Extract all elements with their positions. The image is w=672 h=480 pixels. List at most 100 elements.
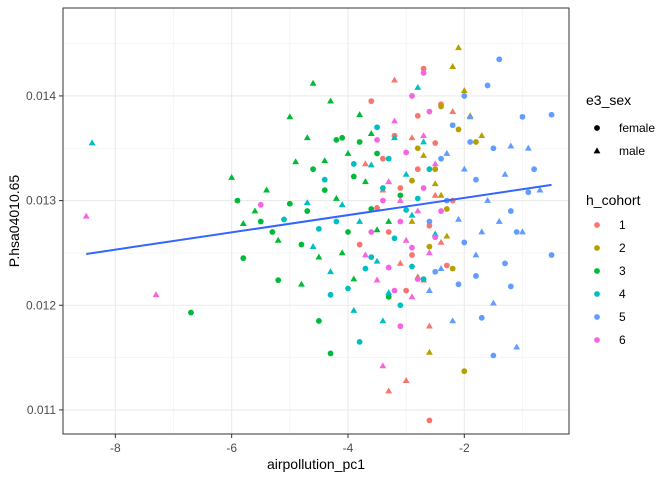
legend-label-female: female (619, 121, 655, 135)
data-point (374, 124, 380, 131)
data-point (414, 112, 421, 119)
legend-label-male: male (619, 144, 645, 158)
data-point (228, 173, 236, 180)
data-point (234, 197, 241, 204)
data-point (455, 44, 462, 51)
data-point (425, 249, 433, 256)
y-axis-title: P.hsa04010.65 (6, 175, 22, 268)
legend-key-cohort-6 (594, 337, 600, 343)
data-point (373, 226, 381, 233)
data-point (432, 234, 439, 241)
data-point (425, 287, 433, 293)
data-point (303, 134, 311, 141)
data-point (426, 218, 433, 225)
data-point (524, 144, 532, 151)
data-point (490, 352, 497, 359)
data-point (298, 241, 305, 248)
data-point (449, 108, 457, 114)
data-point (409, 244, 415, 251)
data-point (316, 225, 322, 232)
x-tick-label: -4 (343, 441, 354, 455)
data-point (397, 192, 404, 199)
data-point (373, 276, 381, 283)
data-point (507, 142, 515, 149)
data-point (443, 262, 450, 269)
legend-label-cohort-2: 2 (619, 241, 626, 255)
data-point (420, 151, 428, 158)
data-point (513, 343, 521, 350)
data-point (257, 218, 264, 225)
data-point (397, 185, 404, 191)
data-point (473, 139, 479, 145)
data-point (460, 87, 468, 94)
data-point (82, 212, 90, 219)
data-point (461, 368, 468, 375)
data-point (478, 132, 486, 139)
data-point (385, 293, 392, 300)
x-axis-title: airpollution_pc1 (267, 456, 365, 472)
data-point (269, 229, 276, 235)
data-point (188, 309, 194, 316)
data-point (362, 265, 369, 272)
data-point (455, 281, 462, 288)
color-legend: h_cohort 1 2 3 4 5 6 (586, 192, 641, 347)
data-point (548, 111, 555, 118)
data-point (356, 111, 364, 118)
data-point (414, 83, 422, 90)
data-point (443, 232, 451, 239)
data-point (152, 291, 160, 298)
x-tick-label: -8 (110, 441, 121, 455)
data-point (496, 56, 503, 63)
data-point (425, 322, 433, 329)
data-point (88, 139, 96, 146)
data-point (368, 229, 375, 235)
data-point (414, 195, 421, 202)
y-axis: 0.011 0.012 0.013 0.014 (26, 89, 63, 417)
legend-label-cohort-1: 1 (619, 218, 626, 232)
data-point (373, 257, 381, 264)
data-point (438, 155, 444, 162)
data-point (484, 196, 491, 203)
data-point (414, 276, 421, 282)
data-point (391, 76, 398, 83)
data-point (403, 207, 410, 213)
legend-label-cohort-4: 4 (619, 287, 626, 301)
data-point (425, 348, 433, 355)
data-point (379, 362, 387, 369)
legend-key-cohort-1 (594, 222, 600, 228)
data-point (548, 252, 555, 258)
trend-line-group (86, 183, 552, 255)
data-point (350, 173, 357, 180)
data-point (478, 314, 485, 321)
data-point (344, 149, 352, 156)
data-point (385, 155, 392, 162)
data-point (316, 318, 322, 324)
data-point (397, 218, 404, 225)
legend-key-cohort-3 (594, 268, 600, 274)
data-point (408, 134, 416, 141)
data-point (362, 251, 369, 258)
data-point (356, 139, 363, 145)
data-point (385, 264, 392, 271)
data-point (426, 108, 433, 115)
data-point (437, 265, 445, 271)
color-legend-title: h_cohort (586, 192, 641, 208)
data-point (420, 65, 427, 72)
data-point (531, 166, 538, 173)
data-point (379, 185, 386, 191)
data-point (374, 205, 380, 211)
data-point (321, 157, 329, 164)
data-point (367, 130, 375, 136)
data-point (409, 93, 415, 99)
data-point (385, 387, 393, 394)
data-point (438, 103, 444, 110)
plot-panel (63, 8, 569, 434)
shape-legend: e3_sex female male (586, 92, 655, 158)
data-point (303, 199, 311, 206)
data-point (396, 259, 404, 266)
data-point (239, 220, 247, 226)
data-point (350, 275, 358, 282)
data-point (449, 122, 456, 129)
x-tick-label: -2 (459, 441, 470, 455)
data-point (525, 189, 532, 196)
